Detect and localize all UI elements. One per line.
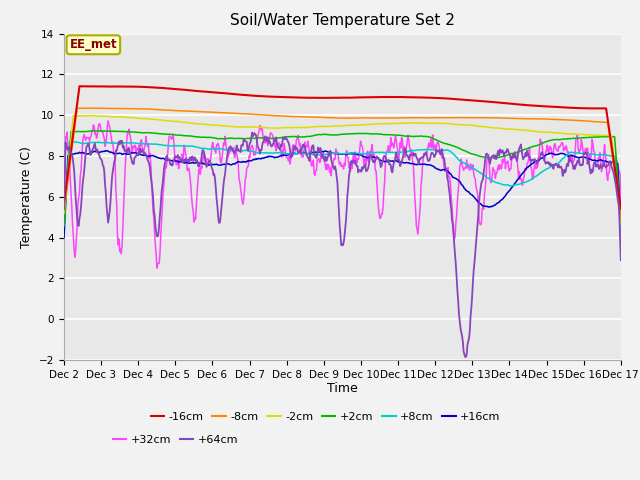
+2cm	[185, 133, 193, 139]
+2cm	[617, 215, 625, 221]
+8cm	[71, 139, 79, 145]
-2cm	[88, 113, 96, 119]
-2cm	[128, 115, 136, 120]
-8cm	[128, 106, 136, 112]
+8cm	[128, 140, 136, 146]
+64cm	[462, 354, 470, 360]
+64cm	[428, 152, 435, 157]
-16cm	[214, 90, 222, 96]
-2cm	[60, 210, 68, 216]
-16cm	[185, 87, 193, 93]
+8cm	[617, 229, 625, 235]
-8cm	[411, 115, 419, 120]
+64cm	[60, 206, 68, 212]
-2cm	[214, 122, 222, 128]
-2cm	[411, 120, 419, 126]
+64cm	[214, 203, 221, 208]
Title: Soil/Water Temperature Set 2: Soil/Water Temperature Set 2	[230, 13, 455, 28]
+32cm	[153, 265, 161, 271]
-16cm	[76, 84, 83, 89]
+32cm	[215, 144, 223, 150]
+16cm	[70, 151, 78, 157]
X-axis label: Time: Time	[327, 383, 358, 396]
Line: -16cm: -16cm	[64, 86, 621, 208]
-2cm	[617, 221, 625, 227]
-8cm	[214, 109, 222, 115]
+32cm	[428, 145, 436, 151]
Line: +8cm: +8cm	[64, 142, 621, 232]
-2cm	[185, 120, 193, 126]
+64cm	[248, 130, 256, 135]
-2cm	[70, 113, 78, 119]
+8cm	[411, 148, 419, 154]
+16cm	[411, 161, 419, 167]
Line: -2cm: -2cm	[64, 116, 621, 224]
+32cm	[70, 246, 78, 252]
-8cm	[84, 105, 92, 111]
-16cm	[617, 205, 625, 211]
Line: +64cm: +64cm	[64, 132, 621, 357]
-8cm	[617, 215, 625, 221]
+32cm	[60, 229, 68, 235]
+2cm	[70, 129, 78, 134]
+8cm	[428, 147, 435, 153]
+16cm	[102, 148, 109, 154]
Line: +32cm: +32cm	[64, 121, 621, 268]
+2cm	[93, 128, 101, 133]
+2cm	[128, 129, 136, 135]
+32cm	[128, 151, 136, 156]
+16cm	[214, 162, 222, 168]
-2cm	[428, 120, 435, 126]
+16cm	[617, 223, 625, 229]
+2cm	[214, 136, 222, 142]
Y-axis label: Temperature (C): Temperature (C)	[20, 146, 33, 248]
+8cm	[60, 223, 68, 228]
-8cm	[70, 130, 78, 135]
+32cm	[104, 118, 112, 124]
+64cm	[127, 156, 135, 162]
-8cm	[60, 208, 68, 214]
+8cm	[68, 139, 76, 144]
+8cm	[214, 146, 222, 152]
+2cm	[411, 133, 419, 139]
+64cm	[184, 157, 192, 163]
+2cm	[60, 223, 68, 229]
+16cm	[185, 160, 193, 166]
+64cm	[411, 151, 419, 156]
+32cm	[412, 207, 419, 213]
+16cm	[428, 162, 435, 168]
+8cm	[185, 143, 193, 149]
-8cm	[185, 108, 193, 114]
+2cm	[428, 135, 435, 141]
+64cm	[617, 257, 625, 263]
Line: -8cm: -8cm	[64, 108, 621, 218]
+16cm	[128, 150, 136, 156]
-16cm	[128, 84, 136, 90]
Line: +16cm: +16cm	[64, 151, 621, 238]
-8cm	[428, 115, 435, 120]
Legend: +32cm, +64cm: +32cm, +64cm	[108, 430, 243, 449]
Line: +2cm: +2cm	[64, 131, 621, 226]
-16cm	[70, 124, 78, 130]
+16cm	[60, 235, 68, 240]
-16cm	[411, 95, 419, 100]
-16cm	[428, 95, 435, 101]
-16cm	[60, 200, 68, 205]
+32cm	[186, 169, 193, 175]
+64cm	[70, 167, 78, 172]
+32cm	[617, 204, 625, 209]
Text: EE_met: EE_met	[70, 38, 117, 51]
